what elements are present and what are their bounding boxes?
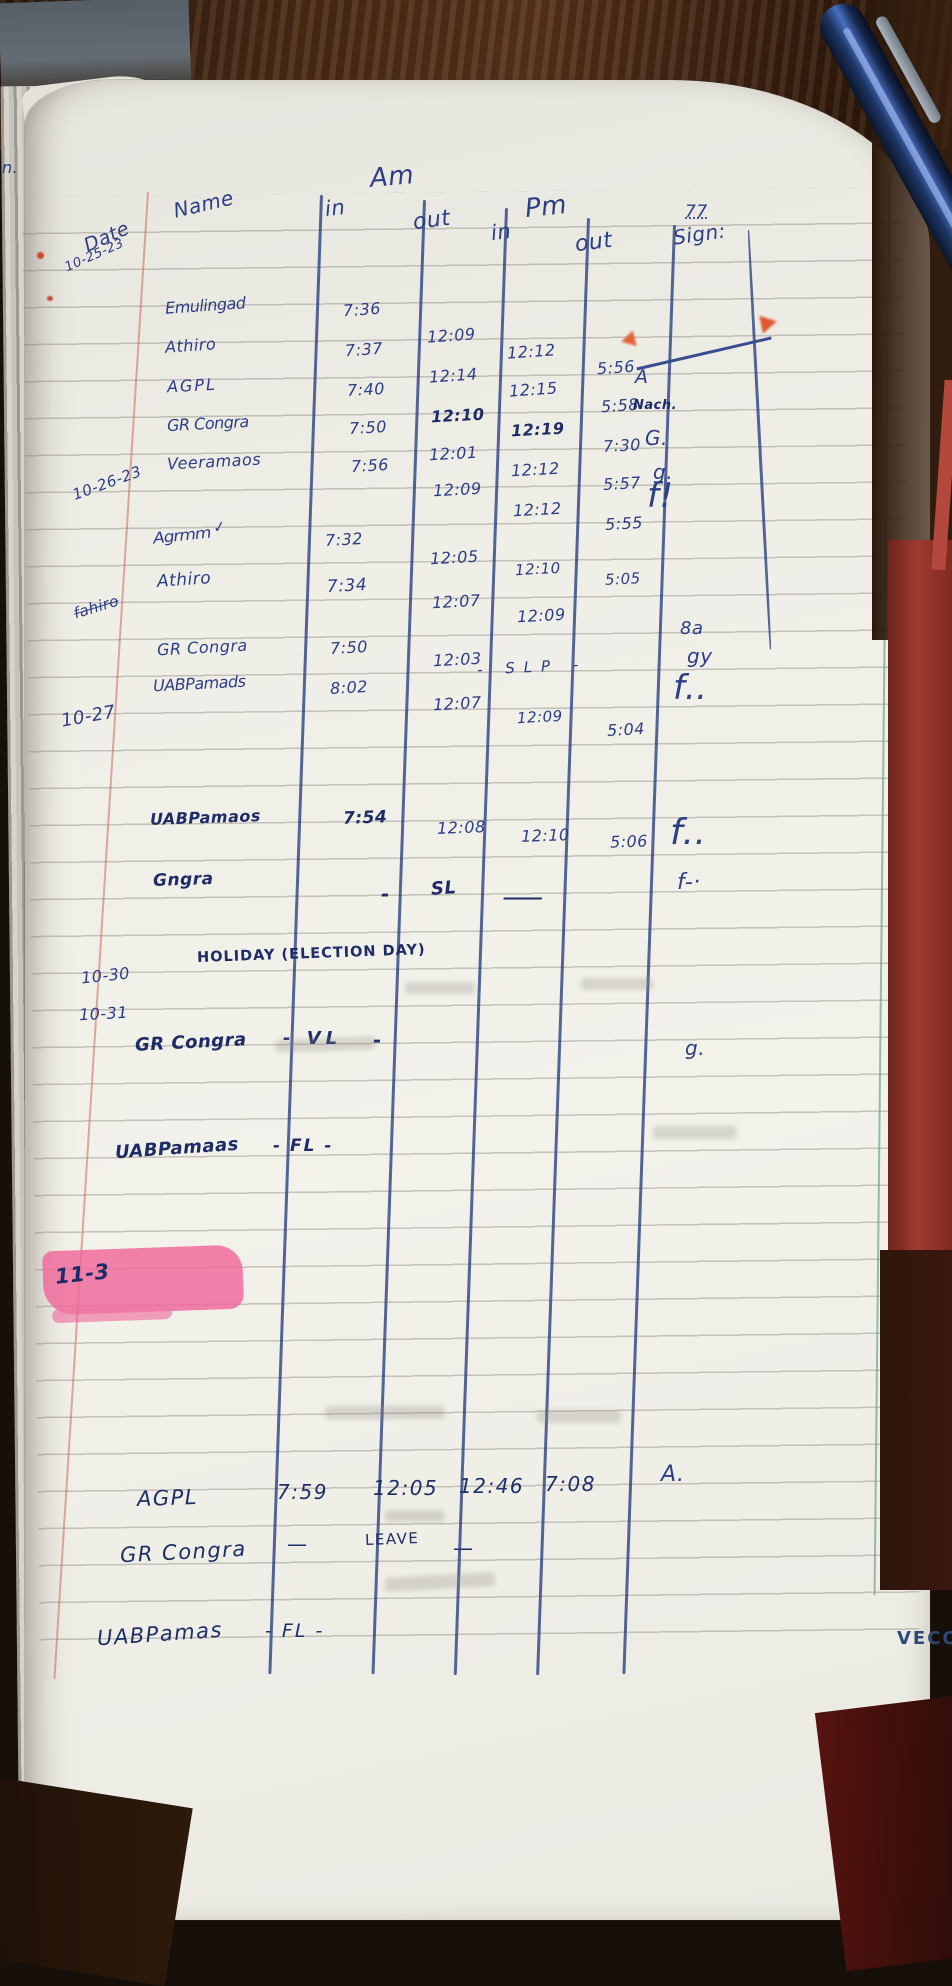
- worker-name: Gngra: [152, 868, 214, 892]
- leave-note-sl: SL: [430, 877, 458, 900]
- signature: f..: [670, 812, 707, 853]
- signature: A: [635, 366, 649, 388]
- ink-bleed-mark: [385, 1510, 445, 1522]
- time-am-out: 12:09: [426, 324, 477, 347]
- leave-note-fl: - FL -: [265, 1620, 325, 1642]
- header-pm-in: in: [489, 218, 513, 246]
- date-label: 10-31: [78, 1002, 129, 1025]
- time-pm-out: 7:08: [545, 1472, 596, 1496]
- header-pm-out: out: [573, 227, 614, 258]
- time-pm-in: 12:09: [516, 604, 567, 627]
- signature: Nach.: [633, 398, 678, 413]
- ink-bleed-mark: [653, 1126, 737, 1139]
- time-am-out: 12:01: [428, 442, 479, 465]
- worker-name: Athiro: [156, 568, 212, 592]
- ink-bleed-mark: [405, 982, 475, 994]
- header-am-in: in: [323, 195, 347, 221]
- table-bottom-left-corner: [0, 1773, 193, 1986]
- time-am-in: 8:02: [329, 677, 369, 698]
- time-am-out: 12:05: [429, 546, 480, 569]
- signature: gy: [687, 644, 713, 668]
- ink-bleed-mark: [325, 1406, 445, 1419]
- time-pm-in: 12:09: [516, 706, 564, 728]
- time-am-out: 12:14: [428, 364, 479, 387]
- time-pm-in: 12:10: [520, 825, 570, 846]
- time-pm-in: 12:12: [512, 498, 563, 521]
- time-am-out: 12:09: [432, 478, 483, 501]
- red-ink-dot: [47, 296, 53, 301]
- signature: f-·: [677, 870, 701, 895]
- time-pm-in: 12:19: [510, 418, 565, 441]
- time-am-in: 7:36: [342, 298, 382, 321]
- dash-mark: -: [373, 1028, 382, 1052]
- time-pm-out: 5:56: [596, 356, 636, 379]
- signature: 8a: [680, 618, 704, 639]
- time-am-in: 7:37: [344, 338, 384, 361]
- signature: g.: [685, 1036, 706, 1060]
- time-am-in: 7:34: [326, 574, 368, 598]
- time-am-out: 12:07: [431, 590, 482, 613]
- signature: f..: [673, 668, 708, 708]
- time-pm-out: 5:06: [609, 831, 649, 852]
- signature: G.: [645, 426, 668, 450]
- dash-mark: -: [381, 882, 390, 906]
- red-ink-dot: [37, 252, 44, 259]
- signature: g.: [653, 460, 674, 484]
- time-am-out: 12:10: [430, 404, 485, 427]
- time-pm-in: 12:46: [459, 1474, 525, 1498]
- leave-note: LEAVE: [364, 1529, 420, 1549]
- logbook-page: Am Pm in out in out Name Date 77 Sign: 1…: [22, 80, 952, 1920]
- red-cover-bottom-right: [814, 1688, 952, 1972]
- signature: f!: [647, 476, 674, 516]
- worker-name: AGPL: [136, 1484, 199, 1512]
- header-am-out: out: [411, 205, 452, 236]
- worker-name: AGPL: [166, 374, 218, 397]
- time-pm-out: 7:30: [602, 435, 642, 456]
- time-pm-out: 5:57: [602, 473, 642, 494]
- leave-note-fl: - FL -: [273, 1136, 334, 1156]
- time-am-in: 7:32: [324, 529, 364, 550]
- ink-bleed-mark: [537, 1410, 621, 1423]
- time-pm-out: 5:55: [604, 513, 644, 534]
- time-am-in: 7:59: [277, 1480, 328, 1504]
- time-pm-in: 12:10: [514, 558, 562, 580]
- time-am-out: 12:07: [432, 692, 483, 715]
- time-pm-in: 12:12: [506, 340, 557, 363]
- time-am-in: 7:54: [342, 807, 388, 829]
- time-pm-in: 12:12: [510, 458, 561, 481]
- time-pm-out: 5:05: [604, 569, 642, 589]
- time-am-in: 7:56: [350, 455, 390, 476]
- header-pm: Pm: [523, 189, 569, 225]
- time-am-in: 7:50: [348, 417, 388, 438]
- dash-mark: —: [453, 1536, 475, 1560]
- time-am-out: 12:05: [373, 1476, 439, 1500]
- leave-note-vl: - VL: [283, 1028, 343, 1049]
- notebook-brand: VECO: [897, 1628, 952, 1649]
- red-book-cover: [888, 540, 952, 1280]
- dash-mark: —: [287, 1532, 309, 1556]
- long-dash-mark: ———: [503, 888, 543, 907]
- time-am-in: 7:50: [329, 637, 369, 658]
- time-am-in: 7:40: [346, 379, 386, 400]
- worker-name: Athiro: [164, 334, 217, 357]
- time-am-out: 12:03: [432, 648, 483, 671]
- previous-page-note: n.: [2, 158, 19, 177]
- orange-arrowhead-icon: [759, 312, 779, 334]
- ink-bleed-mark: [581, 978, 653, 990]
- signature: A.: [661, 1462, 685, 1487]
- photo-of-attendance-logbook: { "colors":{"ink_blue":"#2c3e85","ink_da…: [0, 0, 952, 1920]
- dark-book-spine: [880, 1250, 952, 1590]
- worker-name: UABPamaos: [149, 806, 262, 829]
- time-pm-in: 12:15: [508, 378, 559, 401]
- time-am-out: 12:08: [436, 817, 486, 838]
- header-am: Am: [368, 160, 416, 194]
- time-pm-out: 5:04: [606, 719, 646, 740]
- page-number: 77: [685, 202, 708, 222]
